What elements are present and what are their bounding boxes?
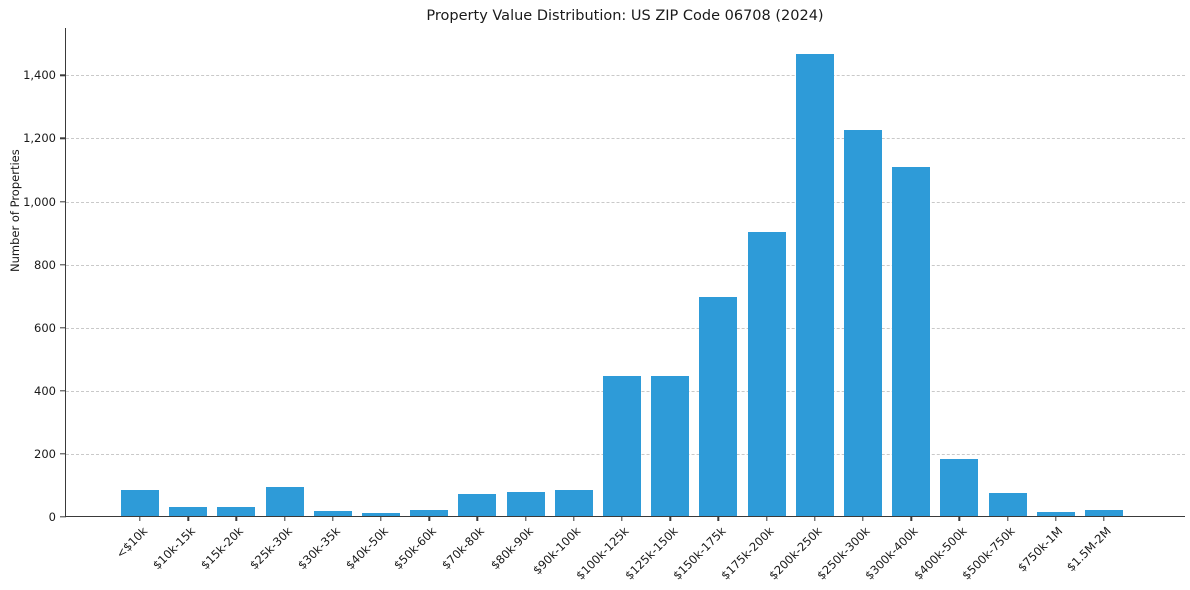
- x-tick-label: $15k-20k: [198, 524, 247, 573]
- gridline: [66, 75, 1185, 77]
- bar: [603, 375, 641, 516]
- x-tick-mark: [524, 516, 527, 521]
- y-tick-label: 1,000: [23, 194, 56, 209]
- x-tick-label: $25k-30k: [246, 524, 295, 573]
- x-tick-label: $1.5M-2M: [1063, 524, 1114, 575]
- x-tick-label: $40k-50k: [342, 524, 391, 573]
- x-tick-mark: [283, 516, 286, 521]
- x-tick-label: $750k-1M: [1015, 524, 1066, 575]
- x-tick-mark: [765, 516, 768, 521]
- x-tick-mark: [621, 516, 623, 521]
- gridline: [66, 201, 1185, 203]
- x-tick-label: $80k-90k: [487, 524, 536, 573]
- bar: [458, 493, 497, 516]
- y-tick-mark: [60, 74, 66, 77]
- y-tick-label: 1,400: [23, 68, 56, 83]
- x-tick-label: $50k-60k: [391, 524, 440, 573]
- x-tick-mark: [717, 516, 720, 521]
- x-tick-mark: [1055, 516, 1057, 521]
- x-tick-mark: [139, 516, 141, 521]
- gridline: [66, 264, 1185, 266]
- x-tick-mark: [1006, 516, 1009, 521]
- bar: [217, 506, 256, 516]
- bar: [747, 232, 786, 516]
- bar: [1036, 512, 1075, 516]
- x-tick-label: $10k-15k: [150, 524, 199, 573]
- y-tick-label: 600: [34, 320, 56, 335]
- y-tick-label: 200: [34, 446, 56, 461]
- y-tick-mark: [60, 453, 66, 455]
- x-tick-mark: [573, 516, 575, 521]
- x-tick-label: $30k-35k: [294, 524, 343, 573]
- chart-title: Property Value Distribution: US ZIP Code…: [426, 8, 824, 24]
- x-tick-mark: [814, 516, 816, 521]
- x-tick-mark: [910, 516, 912, 521]
- y-tick-mark: [60, 137, 66, 140]
- x-tick-mark: [476, 516, 479, 521]
- bar: [1084, 510, 1123, 516]
- y-tick-mark: [60, 263, 66, 266]
- x-tick-mark: [235, 516, 238, 521]
- bar: [313, 511, 352, 516]
- bar: [169, 506, 208, 516]
- bar: [506, 492, 545, 516]
- y-tick-mark: [60, 327, 66, 329]
- bar: [121, 490, 160, 516]
- bar: [892, 167, 931, 516]
- bar: [554, 490, 593, 516]
- x-tick-mark: [380, 516, 382, 521]
- x-tick-mark: [958, 516, 961, 521]
- x-tick-mark: [428, 516, 430, 521]
- bar: [795, 53, 834, 516]
- gridline: [66, 327, 1185, 329]
- bar: [988, 492, 1027, 516]
- x-tick-mark: [669, 516, 671, 521]
- y-tick-label: 1,200: [23, 131, 56, 146]
- x-tick-mark: [1103, 516, 1105, 521]
- bar: [410, 509, 449, 516]
- y-tick-label: 800: [34, 257, 56, 272]
- bar: [265, 486, 304, 516]
- x-tick-label: $70k-80k: [439, 524, 488, 573]
- bar: [843, 129, 882, 516]
- bar: [940, 459, 979, 516]
- plot-area: 0 200 400 600 800 1,000 1,200 1,400 <$10k $10k-15…: [23, 28, 1185, 582]
- x-tick-mark: [332, 516, 334, 521]
- x-tick-mark: [187, 516, 189, 521]
- x-tick-mark: [862, 516, 864, 521]
- bar: [651, 375, 690, 516]
- x-tick-label: <$10k: [113, 524, 150, 561]
- y-tick-mark: [60, 390, 66, 392]
- y-tick-label: 0: [48, 510, 56, 524]
- y-tick-label: 400: [34, 383, 56, 398]
- bar: [699, 296, 738, 516]
- bar: [362, 512, 401, 516]
- gridline: [66, 138, 1185, 140]
- y-tick-mark: [60, 200, 66, 203]
- y-tick-mark: [60, 516, 66, 518]
